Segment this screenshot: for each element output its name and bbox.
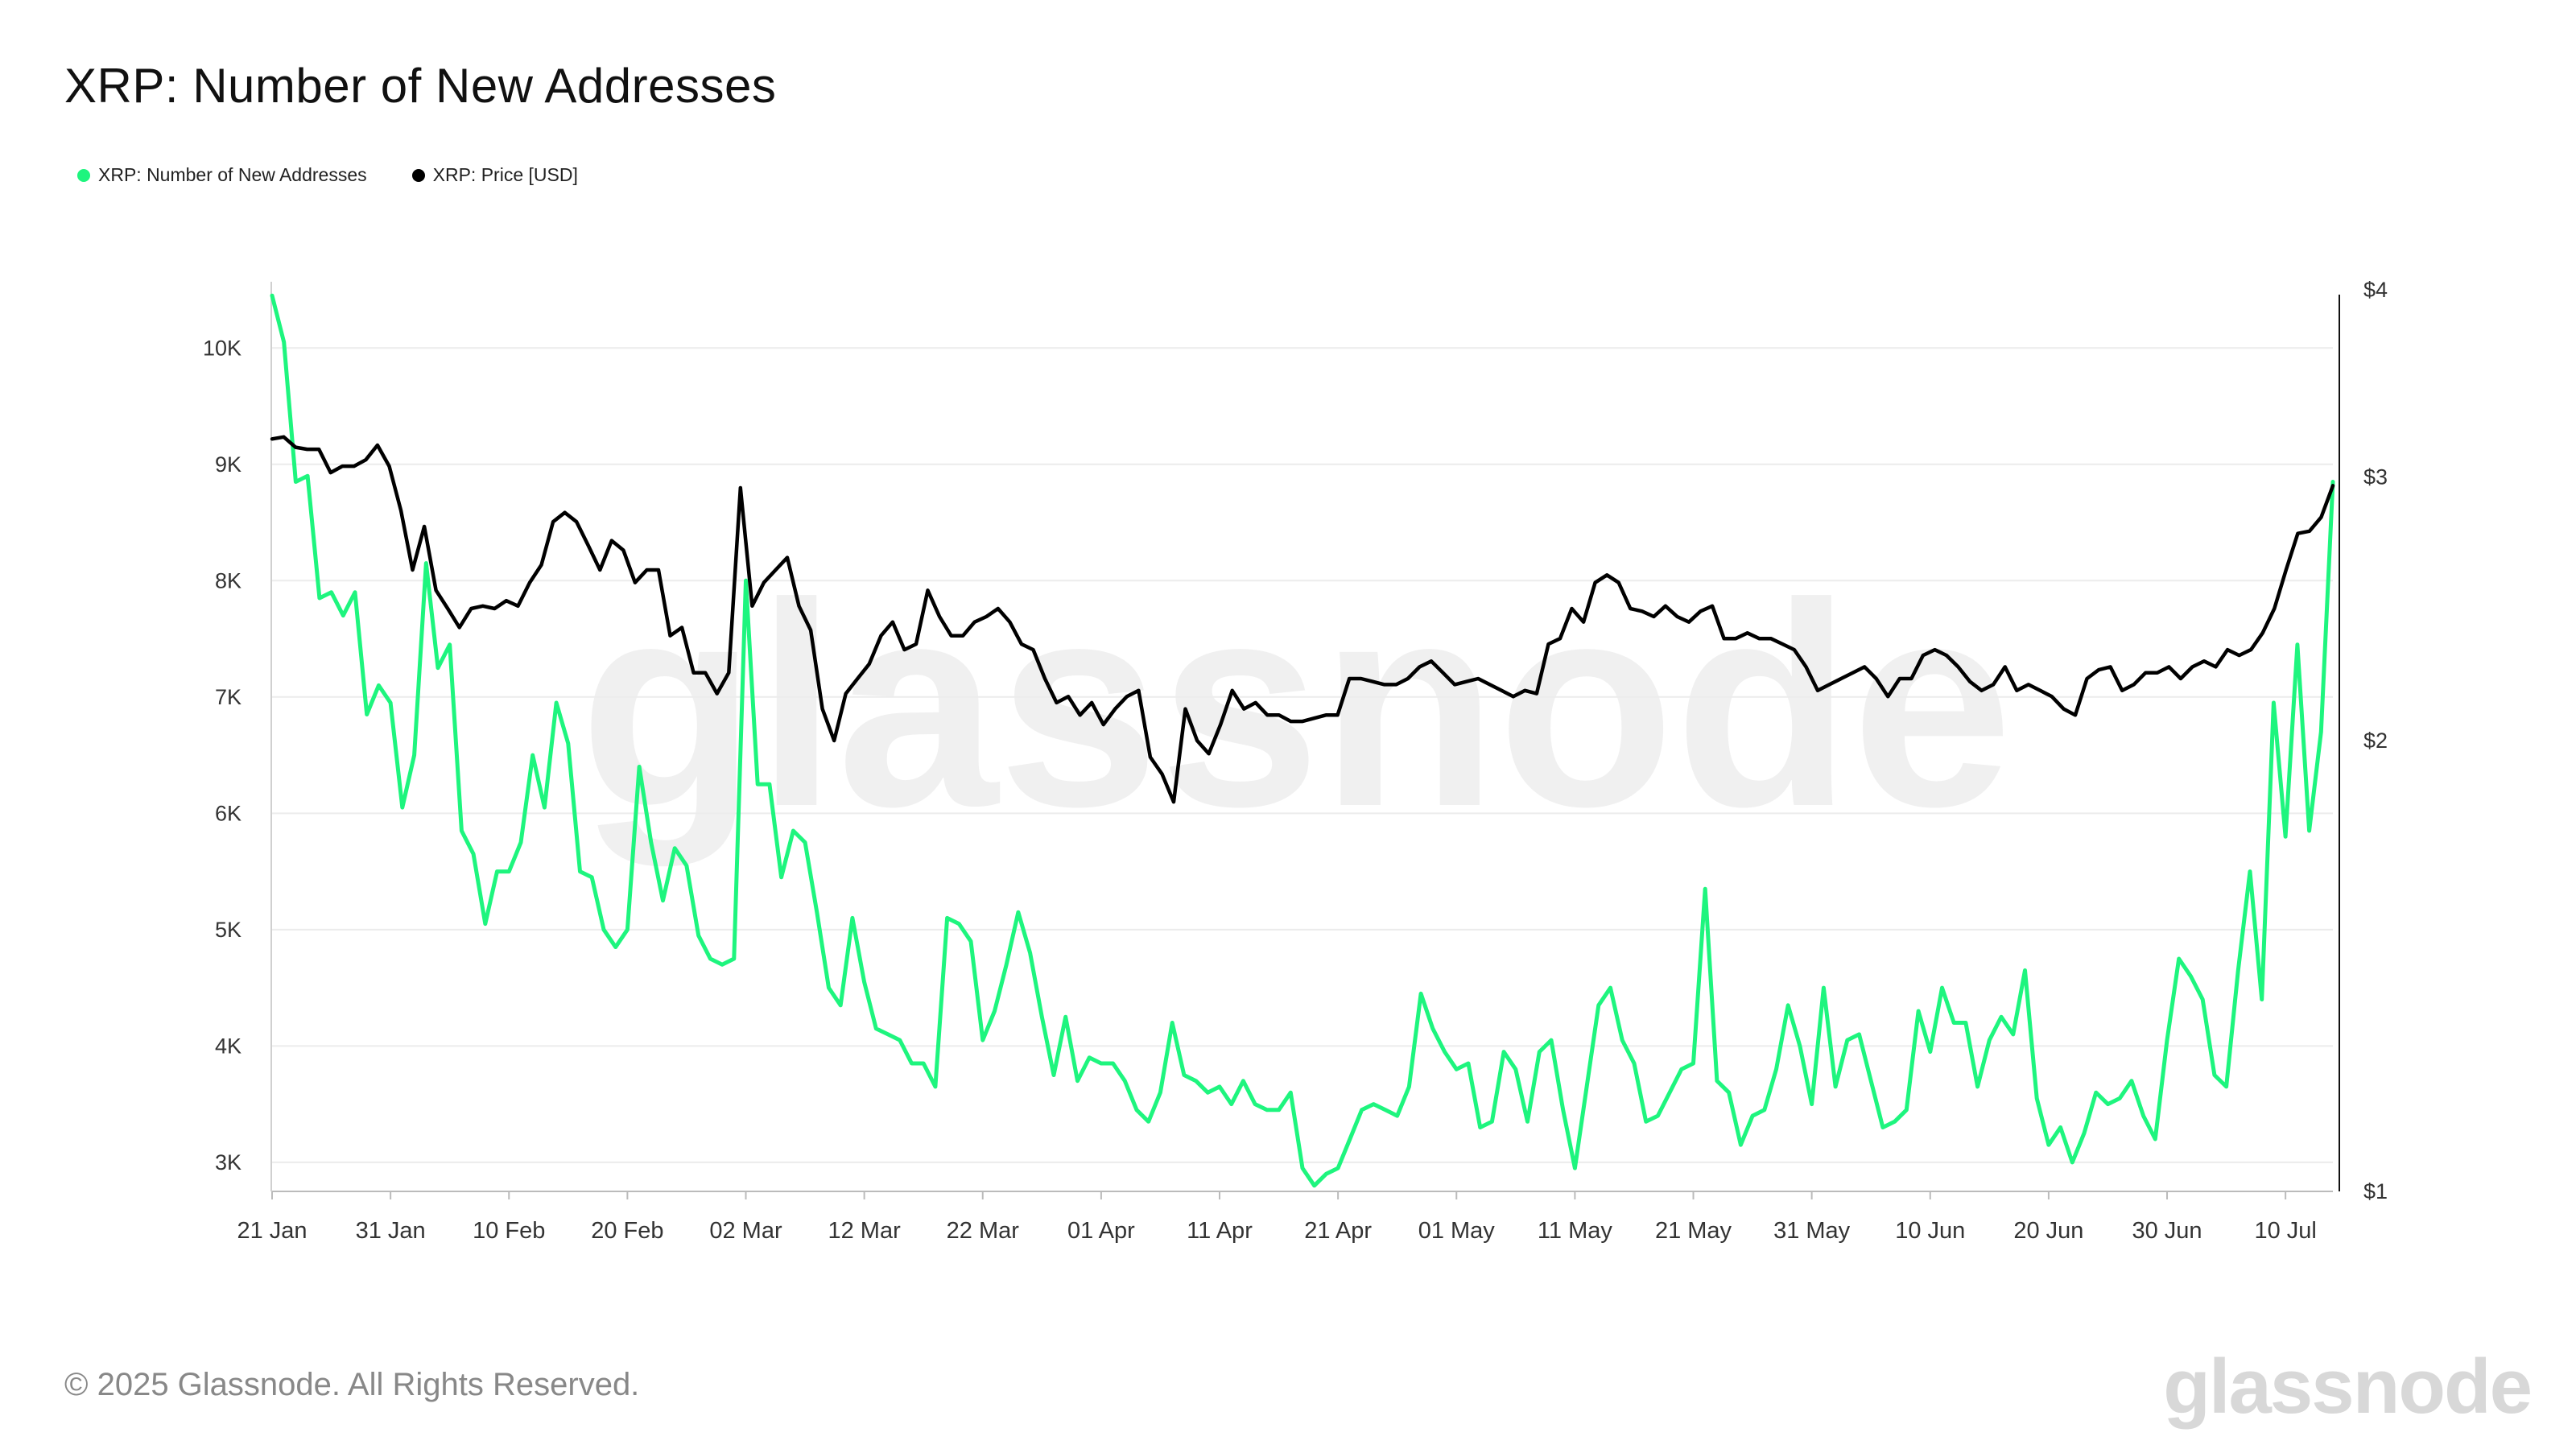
x-tick-label: 30 Jun <box>2132 1218 2202 1244</box>
x-tick-label: 02 Mar <box>709 1218 782 1244</box>
x-tick-label: 31 May <box>1773 1218 1851 1244</box>
y-axis-right: $1 $2 $3 $4 <box>2339 278 2388 1203</box>
y-right-tick-label: $3 <box>2363 464 2388 489</box>
x-tick-label: 01 May <box>1418 1218 1496 1244</box>
series-line-new-addresses[interactable] <box>270 293 2335 1188</box>
y-axis-left: 3K 4K 5K 6K 7K 8K 9K 10K <box>203 282 272 1191</box>
y-left-tick-label: 6K <box>215 801 242 825</box>
chart-title: XRP: Number of New Addresses <box>64 59 777 113</box>
x-tick-label: 11 Apr <box>1187 1218 1253 1244</box>
y-right-tick-label: $1 <box>2363 1179 2388 1203</box>
legend-label-new-addresses: XRP: Number of New Addresses <box>98 164 367 185</box>
series-layer <box>270 293 2335 1188</box>
y-right-tick-label: $4 <box>2363 278 2388 302</box>
grid-lines <box>272 347 2333 1163</box>
x-tick-label: 21 Apr <box>1304 1218 1372 1244</box>
x-tick-label: 20 Feb <box>591 1218 663 1244</box>
y-left-tick-label: 5K <box>215 918 242 942</box>
y-left-tick-label: 3K <box>215 1150 242 1174</box>
y-left-tick-label: 9K <box>215 452 242 477</box>
legend-item-new-addresses[interactable]: XRP: Number of New Addresses <box>77 164 367 186</box>
x-tick-label: 12 Mar <box>828 1218 901 1244</box>
y-left-tick-label: 8K <box>215 568 242 592</box>
x-tick-label: 10 Feb <box>473 1218 545 1244</box>
watermark: glassnode <box>580 543 2013 869</box>
y-left-tick-label: 10K <box>203 336 242 360</box>
y-left-tick-label: 4K <box>215 1034 242 1058</box>
series-line-price[interactable] <box>270 435 2335 804</box>
chart-legend: XRP: Number of New Addresses XRP: Price … <box>77 164 578 186</box>
y-right-tick-label: $2 <box>2363 729 2388 753</box>
x-tick-label: 22 Mar <box>947 1218 1020 1244</box>
y-left-tick-label: 7K <box>215 685 242 709</box>
x-tick-label: 01 Apr <box>1067 1218 1135 1244</box>
x-tick-label: 21 May <box>1655 1218 1732 1244</box>
glassnode-logo: glassnode <box>2163 1344 2533 1430</box>
x-axis: 21 Jan 31 Jan 10 Feb 20 Feb 02 Mar 12 Mar 22 M… <box>237 1191 2333 1244</box>
legend-label-price: XRP: Price [USD] <box>432 164 578 185</box>
x-tick-label: 10 Jul <box>2254 1218 2316 1244</box>
x-tick-label: 20 Jun <box>2013 1218 2083 1244</box>
legend-marker-price <box>411 168 425 182</box>
legend-marker-new-addresses <box>77 168 90 182</box>
x-tick-label: 21 Jan <box>237 1218 307 1244</box>
copyright-footer: © 2025 Glassnode. All Rights Reserved. <box>64 1367 640 1402</box>
x-tick-label: 10 Jun <box>1895 1218 1965 1244</box>
x-tick-label: 11 May <box>1538 1218 1612 1244</box>
x-tick-label: 31 Jan <box>356 1218 426 1244</box>
legend-item-price[interactable]: XRP: Price [USD] <box>411 164 578 186</box>
